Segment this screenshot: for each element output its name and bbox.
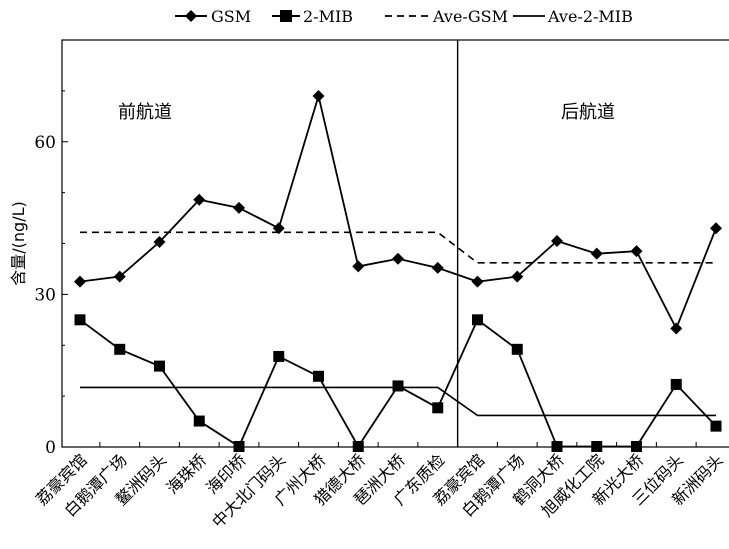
gsm-point xyxy=(352,260,365,273)
gsm-point xyxy=(431,261,444,274)
2-mib-point xyxy=(352,440,364,452)
gsm-point xyxy=(74,275,86,288)
2-mib-point xyxy=(233,440,245,452)
2-mib-point xyxy=(74,314,86,326)
series-layer xyxy=(74,89,722,452)
legend: GSM 2-MIB Ave-GSM Ave-2-MIB xyxy=(175,7,633,26)
legend-gsm-label: GSM xyxy=(211,7,251,26)
gsm-point xyxy=(590,247,603,260)
gsm-point xyxy=(710,222,722,235)
2-mib-point xyxy=(154,360,165,372)
legend-ave-2-mib-label: Ave-2-MIB xyxy=(547,7,633,26)
ave-gsm-line xyxy=(80,231,716,264)
legend-gsm-marker xyxy=(185,10,197,22)
gsm-point xyxy=(670,322,683,335)
legend-ave-gsm-label: Ave-GSM xyxy=(432,7,508,26)
category-label: 海珠桥 xyxy=(163,450,210,497)
gsm-point xyxy=(233,201,245,214)
2-mib-point xyxy=(591,440,603,452)
gsm-point xyxy=(511,270,524,283)
2-mib-point xyxy=(551,440,563,452)
ave-2-mib-line xyxy=(80,386,716,417)
y-tick-label: 0 xyxy=(45,438,56,458)
y-axis-label: 含量/(ng/L) xyxy=(9,201,28,285)
2-mib-point xyxy=(710,420,722,432)
section-label-back: 后航道 xyxy=(561,102,615,123)
2-mib-point xyxy=(193,415,205,427)
2-mib-point xyxy=(392,380,404,392)
y-tick-label: 30 xyxy=(34,285,56,305)
gsm-point xyxy=(193,193,206,206)
axes: 0 30 60 xyxy=(34,39,729,458)
gsm-point xyxy=(113,270,126,283)
gsm-point xyxy=(153,235,166,248)
gsm-line xyxy=(79,92,717,331)
gsm-point xyxy=(312,89,325,102)
2-mib-point xyxy=(631,440,642,452)
2-mib-point xyxy=(313,370,324,382)
gsm-point xyxy=(392,252,404,265)
2-mib-point xyxy=(472,314,483,326)
y-tick-label: 60 xyxy=(34,133,56,153)
2-mib-point xyxy=(511,343,523,355)
2-mib-point xyxy=(273,350,285,362)
section-label-front: 前航道 xyxy=(118,102,172,123)
2-mib-point xyxy=(670,378,682,390)
legend-2-mib-marker xyxy=(280,10,292,22)
labels-layer: 含量/(ng/L)前航道 后航道荔豪宾馆白鹅潭广场鳌洲码头海珠桥海印桥中大北门码头… xyxy=(9,102,727,532)
2-mib-point xyxy=(114,343,126,355)
gsm-point xyxy=(551,234,563,247)
legend-2-mib-label: 2-MIB xyxy=(303,7,353,26)
gsm-point xyxy=(630,245,643,258)
gsm-point xyxy=(471,275,484,288)
gsm-point xyxy=(272,222,285,235)
2-mib-point xyxy=(432,402,444,414)
